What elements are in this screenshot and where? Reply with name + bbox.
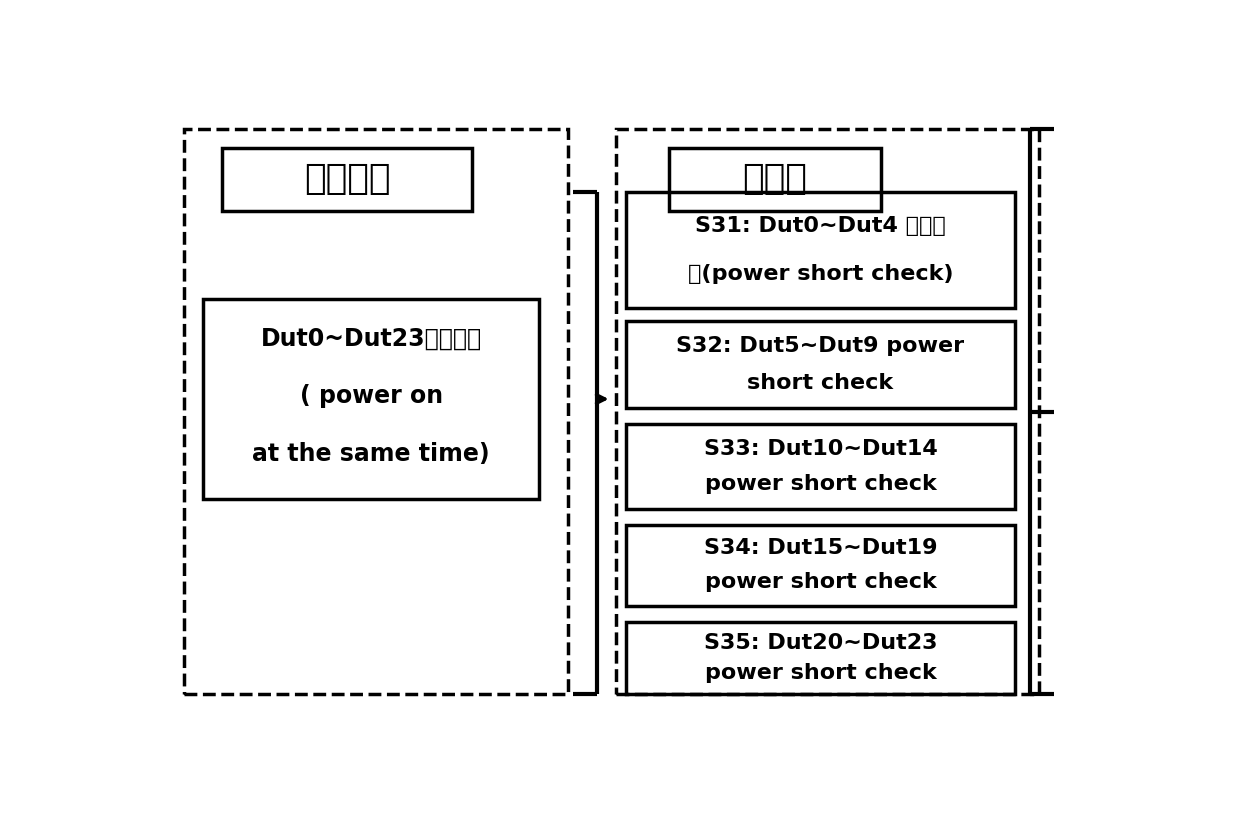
Bar xyxy=(626,320,1016,408)
Text: 本发明: 本发明 xyxy=(743,162,807,196)
Bar xyxy=(203,298,539,500)
Text: short check: short check xyxy=(748,372,894,393)
Text: S32: Dut5~Dut9 power: S32: Dut5~Dut9 power xyxy=(677,337,965,356)
Bar xyxy=(626,622,1016,694)
Text: S35: Dut20~Dut23: S35: Dut20~Dut23 xyxy=(704,633,937,653)
Bar xyxy=(184,129,568,694)
Bar xyxy=(222,148,472,211)
Bar xyxy=(626,192,1016,308)
Text: S31: Dut0~Dut4 短路测: S31: Dut0~Dut4 短路测 xyxy=(696,216,946,236)
Text: at the same time): at the same time) xyxy=(253,442,490,465)
Bar xyxy=(626,424,1016,509)
Text: power short check: power short check xyxy=(704,663,936,683)
Text: 试(power short check): 试(power short check) xyxy=(688,264,954,284)
Text: power short check: power short check xyxy=(704,572,936,593)
Text: ( power on: ( power on xyxy=(300,384,443,408)
Bar xyxy=(626,525,1016,606)
Text: S34: Dut15~Dut19: S34: Dut15~Dut19 xyxy=(704,539,937,558)
Text: Dut0~Dut23同时上电: Dut0~Dut23同时上电 xyxy=(260,327,482,350)
Bar xyxy=(616,129,1039,694)
Text: S33: Dut10~Dut14: S33: Dut10~Dut14 xyxy=(703,438,937,459)
Bar xyxy=(670,148,880,211)
Text: power short check: power short check xyxy=(704,474,936,494)
Text: 现有技术: 现有技术 xyxy=(304,162,391,196)
